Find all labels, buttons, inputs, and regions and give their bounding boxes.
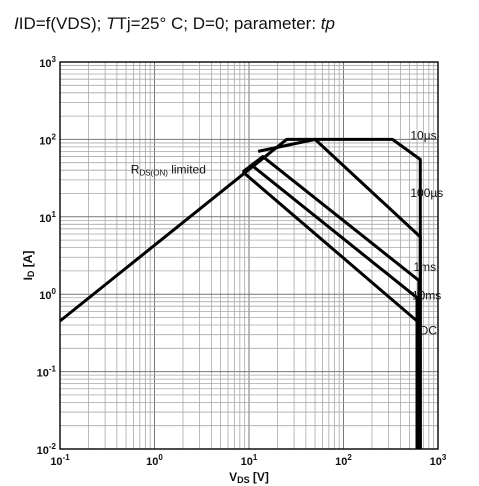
tick-label: 102 bbox=[335, 453, 352, 468]
tick-label: 10-2 bbox=[37, 442, 57, 457]
tick-label: 100 bbox=[146, 453, 163, 468]
series-line bbox=[241, 155, 421, 449]
title-tp: tp bbox=[320, 14, 335, 33]
tick-label: 103 bbox=[430, 453, 447, 468]
tick-label: 103 bbox=[39, 55, 56, 70]
series-line bbox=[241, 170, 419, 449]
y-axis-label: ID [A] bbox=[21, 251, 36, 281]
plot-frame bbox=[59, 61, 439, 450]
annotation-label: 100µs bbox=[410, 186, 443, 200]
tick-label: 10-1 bbox=[50, 453, 70, 468]
tick-label: 10-1 bbox=[37, 365, 57, 380]
title-id: ID=f(VDS); bbox=[18, 14, 107, 33]
annotation-label: 10ms bbox=[412, 289, 441, 303]
tick-label: 101 bbox=[241, 453, 258, 468]
annotations: RDS(ON) limited 10µs 100µs 1ms 10ms DC bbox=[131, 128, 444, 337]
grid bbox=[60, 62, 438, 449]
tick-label: 101 bbox=[39, 210, 56, 225]
tick-label: 100 bbox=[39, 287, 56, 302]
annotation-label: RDS(ON) limited bbox=[131, 163, 206, 178]
tick-label: 102 bbox=[39, 132, 56, 147]
x-axis-label: VDS [V] bbox=[229, 470, 269, 485]
title-tj: Tj=25° C; D=0; parameter: bbox=[116, 14, 321, 33]
annotation-label: 1ms bbox=[413, 260, 436, 274]
series-group bbox=[59, 137, 422, 449]
annotation-label: DC bbox=[420, 324, 438, 338]
chart-title: IID=f(VDS); TTj=25° C; D=0; parameter: t… bbox=[14, 14, 335, 33]
annotation-label: 10µs bbox=[410, 128, 436, 142]
